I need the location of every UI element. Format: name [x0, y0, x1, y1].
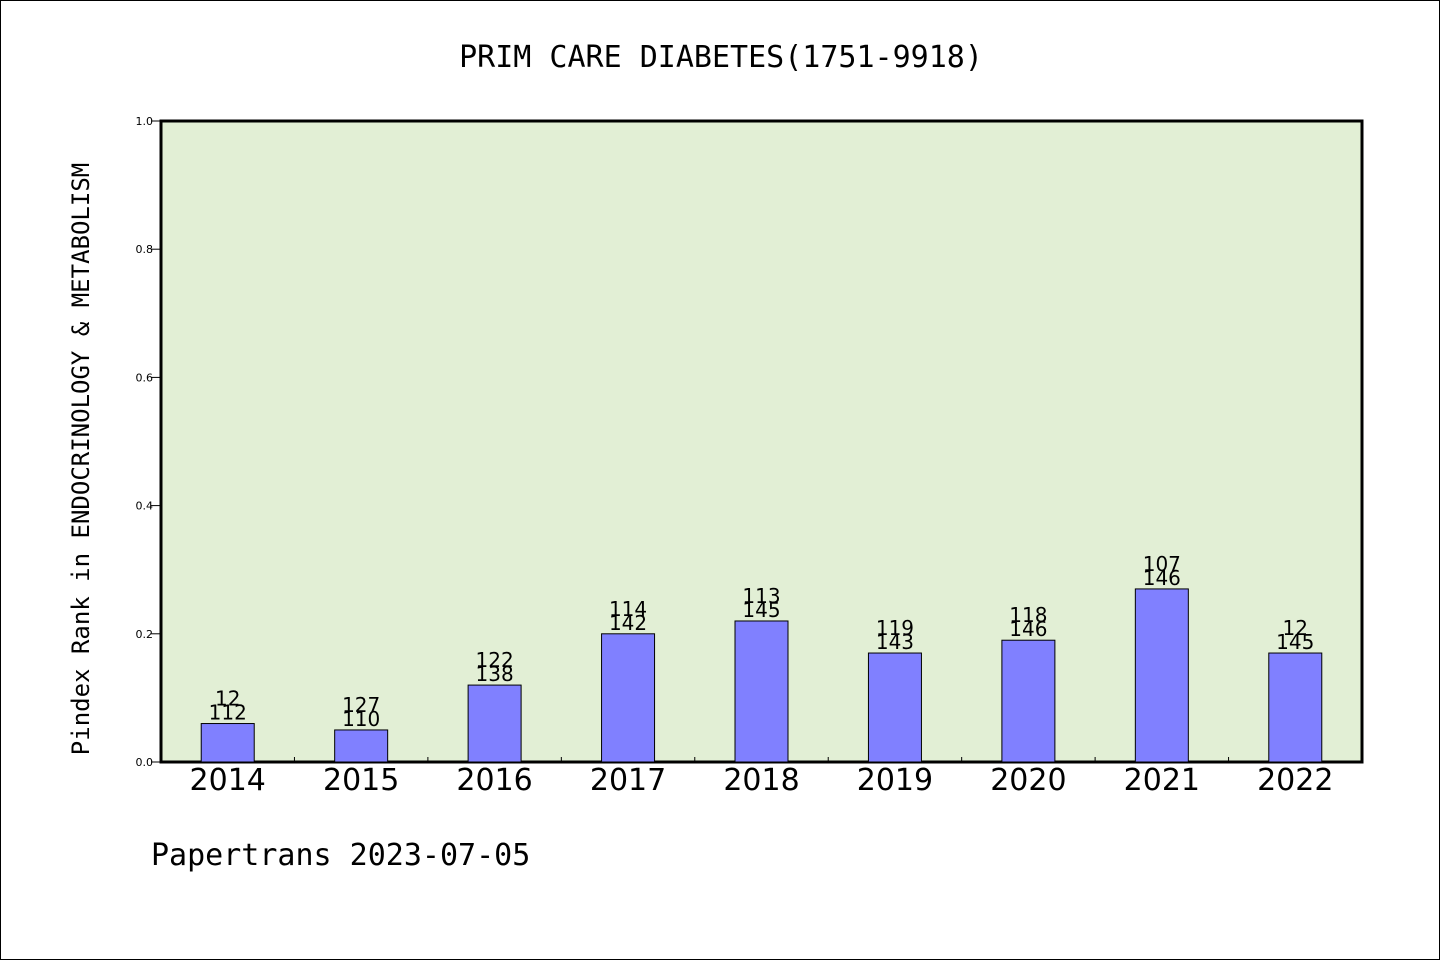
bar-2017	[601, 633, 656, 763]
bar-2015	[334, 729, 389, 763]
bar-label-bottom: 145	[742, 598, 780, 622]
bar-label-top: 113	[742, 584, 780, 608]
chart-title: PRIM CARE DIABETES(1751-9918)	[459, 40, 983, 75]
bar-label-top: 119	[876, 616, 914, 640]
bar-label-top: 12	[215, 687, 240, 711]
bars	[200, 588, 1323, 763]
bar-label-bottom: 112	[209, 701, 247, 725]
y-tick-label: 0.0	[136, 756, 154, 769]
y-axis-label: Pindex Rank in ENDOCRINOLOGY & METABOLIS…	[67, 163, 95, 755]
bar-2021	[1134, 588, 1189, 763]
x-tick-label: 2015	[323, 763, 399, 798]
bar-label-top: 122	[476, 648, 514, 672]
bar-label-bottom: 142	[609, 611, 647, 635]
x-tick-label: 2018	[723, 763, 799, 798]
x-tick-label: 2021	[1124, 763, 1200, 798]
x-tick-label: 2014	[190, 763, 266, 798]
x-axis-ticks: 2014 2015 2016 2017 2018 2019 2020 2021 2022	[190, 757, 1333, 798]
bar-label-bottom: 145	[1276, 630, 1314, 654]
bar-label-bottom: 110	[342, 707, 380, 731]
bar-label-top: 127	[342, 693, 380, 717]
bar-label-bottom: 146	[1143, 566, 1181, 590]
x-tick-label: 2019	[857, 763, 933, 798]
y-tick-label: 0.8	[136, 243, 154, 256]
bar-2020	[1001, 639, 1056, 763]
bar-label-bottom: 143	[876, 630, 914, 654]
y-tick-label: 0.4	[136, 500, 154, 513]
bar-2022	[1268, 652, 1323, 763]
y-tick-label: 0.2	[136, 628, 154, 641]
bar-2018	[734, 620, 789, 763]
bar-label-top: 118	[1009, 603, 1047, 627]
x-tick-label: 2017	[590, 763, 666, 798]
bar-2019	[867, 652, 922, 763]
y-tick-label: 0.6	[136, 371, 154, 384]
bar-label-top: 107	[1143, 552, 1181, 576]
x-tick-label: 2016	[456, 763, 532, 798]
bar-label-bottom: 138	[476, 662, 514, 686]
y-axis-ticks: 0.0 0.2 0.4 0.6 0.8 1.0	[136, 115, 161, 769]
bar-2016	[467, 684, 522, 763]
footer-text: Papertrans 2023-07-05	[151, 838, 530, 873]
x-tick-label: 2020	[990, 763, 1066, 798]
y-tick-label: 1.0	[136, 115, 154, 128]
bar-label-top: 114	[609, 597, 647, 621]
x-tick-label: 2022	[1257, 763, 1333, 798]
bar-label-bottom: 146	[1009, 617, 1047, 641]
bar-2014	[200, 723, 255, 763]
bar-label-top: 12	[1283, 616, 1308, 640]
